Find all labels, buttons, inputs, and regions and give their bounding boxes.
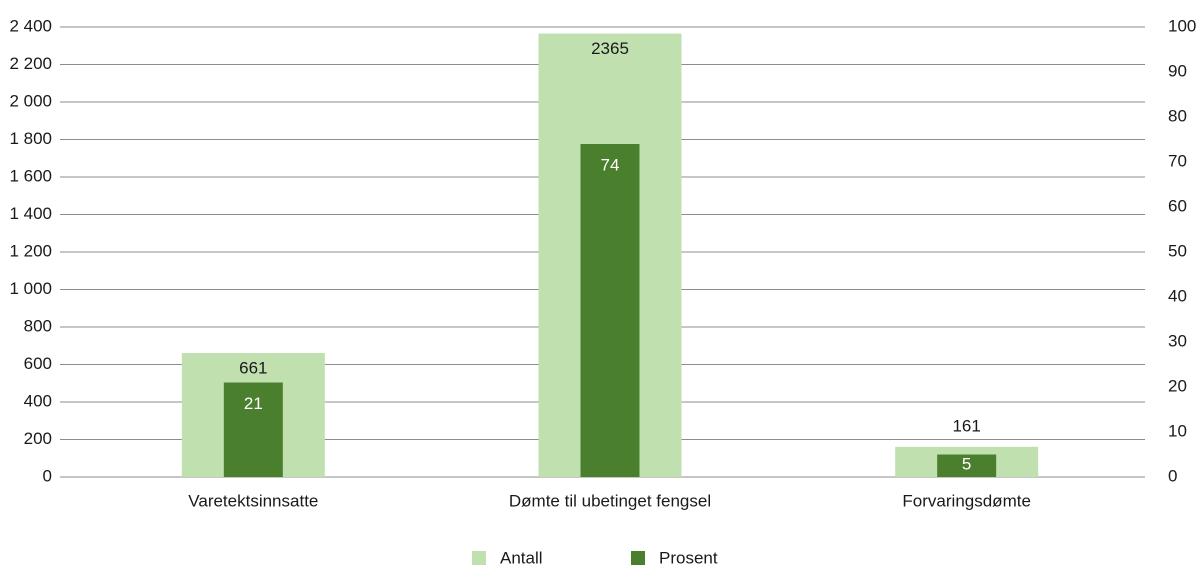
legend-swatch [631, 551, 645, 565]
data-label: 661 [239, 359, 267, 378]
y-tick-label: 0 [43, 466, 52, 485]
data-label: 2365 [591, 39, 629, 58]
y2-tick-label: 0 [1168, 466, 1177, 485]
y-tick-label: 1 400 [9, 204, 52, 223]
y-tick-label: 600 [24, 354, 52, 373]
y2-tick-label: 90 [1168, 61, 1187, 80]
y-tick-label: 1 600 [9, 166, 52, 185]
data-label: 74 [601, 155, 620, 174]
y2-tick-label: 30 [1168, 331, 1187, 350]
y2-tick-label: 20 [1168, 376, 1187, 395]
legend-label: Prosent [659, 548, 718, 567]
y-tick-label: 400 [24, 391, 52, 410]
x-tick-label: Varetektsinnsatte [188, 491, 318, 510]
bar [580, 144, 640, 477]
y2-tick-label: 70 [1168, 151, 1187, 170]
legend-label: Antall [500, 548, 543, 567]
y-tick-label: 2 400 [9, 16, 52, 35]
y2-tick-label: 100 [1168, 16, 1196, 35]
y2-tick-label: 80 [1168, 106, 1187, 125]
y-tick-label: 1 800 [9, 129, 52, 148]
y-tick-label: 2 000 [9, 91, 52, 110]
y2-tick-label: 50 [1168, 241, 1187, 260]
data-label: 161 [952, 416, 980, 435]
y2-tick-label: 60 [1168, 196, 1187, 215]
y2-tick-label: 40 [1168, 286, 1187, 305]
bar [937, 454, 997, 477]
legend-swatch [472, 551, 486, 565]
y-tick-label: 200 [24, 429, 52, 448]
y-tick-label: 1 000 [9, 279, 52, 298]
x-tick-label: Dømte til ubetinget fengsel [509, 491, 711, 510]
x-tick-label: Forvaringsdømte [902, 491, 1030, 510]
y2-tick-label: 10 [1168, 421, 1187, 440]
data-label: 5 [962, 454, 971, 473]
y-tick-label: 2 200 [9, 54, 52, 73]
bar [223, 382, 283, 477]
y-tick-label: 800 [24, 316, 52, 335]
data-label: 21 [244, 394, 263, 413]
y-tick-label: 1 200 [9, 241, 52, 260]
